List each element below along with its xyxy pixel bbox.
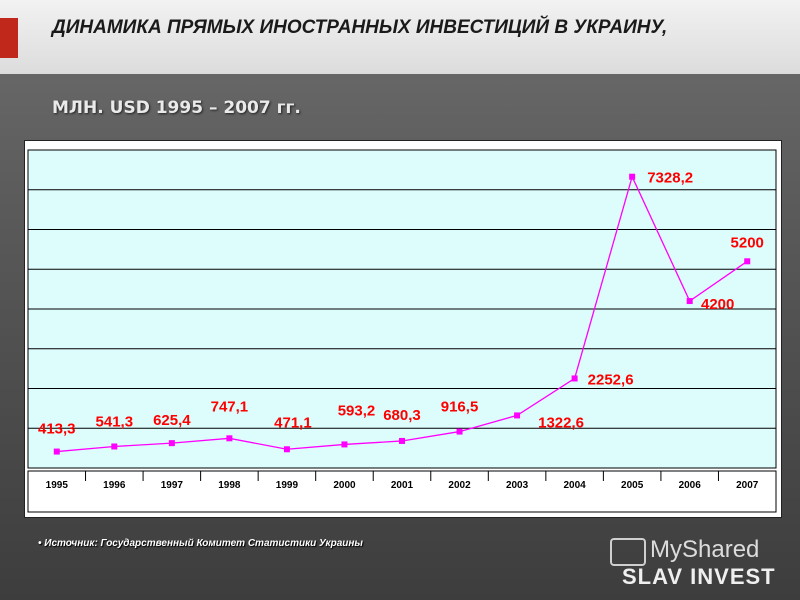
- title-band: [0, 0, 800, 74]
- presentation-icon: [610, 538, 646, 566]
- data-label: 7328,2: [647, 170, 693, 187]
- x-tick-label: 2004: [563, 480, 586, 491]
- x-axis-band: [27, 470, 777, 513]
- data-label: 1322,6: [538, 414, 584, 431]
- data-label: 916,5: [441, 399, 479, 416]
- data-label: 4200: [701, 296, 734, 313]
- data-point: [571, 375, 578, 382]
- x-tick-label: 2003: [506, 480, 529, 491]
- data-label: 593,2: [338, 402, 376, 419]
- data-point: [168, 440, 175, 447]
- x-tick-label: 2001: [391, 480, 414, 491]
- data-point: [226, 435, 233, 442]
- x-tick-label: 2007: [736, 480, 759, 491]
- data-label: 541,3: [96, 413, 134, 430]
- data-label: 5200: [731, 234, 764, 251]
- x-tick-label: 1996: [103, 480, 126, 491]
- data-point: [341, 441, 348, 448]
- accent-bar: [0, 18, 18, 58]
- data-point: [514, 412, 521, 419]
- data-label: 625,4: [153, 412, 191, 429]
- logo-text-top: MyShared: [650, 536, 760, 563]
- x-tick-label: 2006: [679, 480, 702, 491]
- data-point: [456, 428, 463, 435]
- source-note: • Источник: Государственный Комитет Стат…: [38, 538, 363, 549]
- data-point: [686, 298, 693, 305]
- page-title: ДИНАМИКА ПРЯМЫХ ИНОСТРАННЫХ ИНВЕСТИЦИЙ В…: [52, 17, 668, 38]
- x-tick-label: 1997: [161, 480, 184, 491]
- data-point: [744, 258, 751, 265]
- data-label: 680,3: [383, 407, 421, 424]
- data-point: [629, 173, 636, 180]
- data-label: 471,1: [274, 414, 312, 431]
- logo: MyShared SLAV INVEST: [606, 534, 796, 596]
- logo-text-bottom: SLAV INVEST: [622, 564, 776, 589]
- data-point: [53, 448, 60, 455]
- x-tick-label: 1995: [46, 480, 69, 491]
- x-tick-label: 1999: [276, 480, 299, 491]
- x-tick-label: 2005: [621, 480, 644, 491]
- line-chart: 1995 1996 1997 1998 1999 2000 2001 2002 2003 2004…: [27, 149, 777, 513]
- data-label: 747,1: [211, 398, 249, 415]
- data-label: 2252,6: [588, 371, 634, 388]
- data-point: [283, 446, 290, 453]
- page-subtitle: МЛН. USD 1995 – 2007 гг.: [52, 98, 301, 118]
- x-tick-label: 2002: [448, 480, 471, 491]
- x-tick-label: 1998: [218, 480, 241, 491]
- data-point: [399, 437, 405, 444]
- x-tick-label: 2000: [333, 480, 356, 491]
- data-label: 413,3: [38, 421, 76, 438]
- data-point: [111, 443, 118, 450]
